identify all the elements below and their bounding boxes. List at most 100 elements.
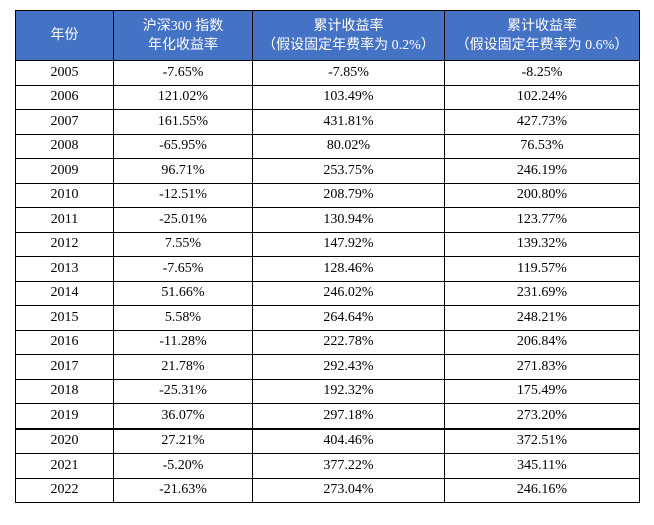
year-cell: 2006 [15, 84, 114, 110]
year-cell: 2014 [15, 280, 114, 306]
cumulative-return-0-2-cell: 253.75% [252, 158, 445, 184]
year-cell: 2015 [15, 305, 114, 331]
index-annual-return-cell: -21.63% [113, 477, 253, 503]
table-row: 2010 -12.51% 208.79% 200.80% [15, 182, 640, 208]
cumulative-return-0-6-cell: 246.16% [444, 477, 640, 503]
returns-table: 年份 沪深300 指数 年化收益率 累计收益率 （假设固定年费率为 0.2%） … [15, 10, 640, 503]
year-cell: 2005 [15, 60, 114, 86]
year-cell: 2013 [15, 256, 114, 282]
table-row: 2012 7.55% 147.92% 139.32% [15, 231, 640, 257]
cumulative-return-0-6-cell: 273.20% [444, 403, 640, 429]
index-annual-return-cell: 36.07% [113, 403, 253, 429]
year-cell: 2018 [15, 378, 114, 404]
index-annual-return-cell: -5.20% [113, 453, 253, 479]
year-cell: 2008 [15, 133, 114, 159]
cumulative-return-0-6-cell: 175.49% [444, 378, 640, 404]
cumulative-return-0-6-cell: 372.51% [444, 427, 640, 454]
cumulative-return-0-2-cell: 208.79% [252, 182, 445, 208]
index-annual-return-cell: -65.95% [113, 133, 253, 159]
header-cumulative-return-0-6-line2: （假设固定年费率为 0.6%） [455, 37, 629, 53]
cumulative-return-0-6-cell: 123.77% [444, 207, 640, 233]
index-annual-return-cell: -25.31% [113, 378, 253, 404]
header-index-annual-return-line1: 沪深300 指数 [142, 18, 224, 34]
year-cell: 2012 [15, 231, 114, 257]
header-cumulative-return-0-6-line1: 累计收益率 [507, 18, 577, 34]
cumulative-return-0-2-cell: 222.78% [252, 329, 445, 355]
year-cell: 2022 [15, 477, 114, 503]
header-cumulative-return-0-2: 累计收益率 （假设固定年费率为 0.2%） [252, 10, 445, 61]
table-row: 2014 51.66% 246.02% 231.69% [15, 280, 640, 306]
cumulative-return-0-2-cell: 292.43% [252, 354, 445, 380]
cumulative-return-0-2-cell: 377.22% [252, 453, 445, 479]
index-annual-return-cell: 121.02% [113, 84, 253, 110]
index-annual-return-cell: 161.55% [113, 109, 253, 135]
table-row: 2008 -65.95% 80.02% 76.53% [15, 133, 640, 159]
cumulative-return-0-6-cell: 246.19% [444, 158, 640, 184]
cumulative-return-0-2-cell: 103.49% [252, 84, 445, 110]
cumulative-return-0-2-cell: 192.32% [252, 378, 445, 404]
cumulative-return-0-2-cell: 404.46% [252, 427, 445, 454]
index-annual-return-cell: -11.28% [113, 329, 253, 355]
index-annual-return-cell: 96.71% [113, 158, 253, 184]
header-cumulative-return-0-2-line1: 累计收益率 [313, 18, 384, 34]
year-cell: 2021 [15, 453, 114, 479]
cumulative-return-0-6-cell: 231.69% [444, 280, 640, 306]
cumulative-return-0-6-cell: 76.53% [444, 133, 640, 159]
index-annual-return-cell: -7.65% [113, 60, 253, 86]
table-body: 2005 -7.65% -7.85% -8.25% 2006 121.02% 103.49%… [15, 60, 640, 503]
header-cumulative-return-0-2-line2: （假设固定年费率为 0.2%） [262, 37, 435, 53]
table-row: 2021 -5.20% 377.22% 345.11% [15, 453, 640, 479]
header-year-label: 年份 [50, 28, 79, 43]
year-cell: 2009 [15, 158, 114, 184]
year-cell: 2007 [15, 109, 114, 135]
header-index-annual-return-line2: 年化收益率 [148, 37, 218, 53]
cumulative-return-0-6-cell: 139.32% [444, 231, 640, 257]
cumulative-return-0-2-cell: 273.04% [252, 477, 445, 503]
table-row: 2015 5.58% 264.64% 248.21% [15, 305, 640, 331]
table-row: 2009 96.71% 253.75% 246.19% [15, 158, 640, 184]
year-cell: 2017 [15, 354, 114, 380]
cumulative-return-0-6-cell: -8.25% [444, 60, 640, 86]
table-row: 2011 -25.01% 130.94% 123.77% [15, 207, 640, 233]
cumulative-return-0-6-cell: 119.57% [444, 256, 640, 282]
table-header-row: 年份 沪深300 指数 年化收益率 累计收益率 （假设固定年费率为 0.2%） … [15, 10, 640, 61]
cumulative-return-0-6-cell: 200.80% [444, 182, 640, 208]
index-annual-return-cell: -25.01% [113, 207, 253, 233]
year-cell: 2019 [15, 403, 114, 429]
table-row: 2018 -25.31% 192.32% 175.49% [15, 378, 640, 404]
year-cell: 2020 [15, 427, 114, 454]
cumulative-return-0-2-cell: 147.92% [252, 231, 445, 257]
table-row: 2016 -11.28% 222.78% 206.84% [15, 329, 640, 355]
cumulative-return-0-6-cell: 427.73% [444, 109, 640, 135]
cumulative-return-0-6-cell: 102.24% [444, 84, 640, 110]
year-cell: 2011 [15, 207, 114, 233]
table-row: 2013 -7.65% 128.46% 119.57% [15, 256, 640, 282]
index-annual-return-cell: -12.51% [113, 182, 253, 208]
index-annual-return-cell: 7.55% [113, 231, 253, 257]
table-row: 2019 36.07% 297.18% 273.20% [15, 403, 640, 429]
cumulative-return-0-6-cell: 345.11% [444, 453, 640, 479]
header-year: 年份 [15, 10, 114, 61]
cumulative-return-0-6-cell: 206.84% [444, 329, 640, 355]
cumulative-return-0-2-cell: 128.46% [252, 256, 445, 282]
cumulative-return-0-2-cell: -7.85% [252, 60, 445, 86]
index-annual-return-cell: 5.58% [113, 305, 253, 331]
cumulative-return-0-2-cell: 246.02% [252, 280, 445, 306]
table-row: 2017 21.78% 292.43% 271.83% [15, 354, 640, 380]
table-row: 2006 121.02% 103.49% 102.24% [15, 84, 640, 110]
index-annual-return-cell: 27.21% [113, 427, 253, 454]
year-cell: 2016 [15, 329, 114, 355]
header-index-annual-return: 沪深300 指数 年化收益率 [113, 10, 253, 61]
table-row: 2020 27.21% 404.46% 372.51% [15, 427, 640, 454]
year-cell: 2010 [15, 182, 114, 208]
index-annual-return-cell: -7.65% [113, 256, 253, 282]
cumulative-return-0-6-cell: 271.83% [444, 354, 640, 380]
table-row: 2007 161.55% 431.81% 427.73% [15, 109, 640, 135]
cumulative-return-0-2-cell: 297.18% [252, 403, 445, 429]
header-cumulative-return-0-6: 累计收益率 （假设固定年费率为 0.6%） [444, 10, 640, 61]
cumulative-return-0-6-cell: 248.21% [444, 305, 640, 331]
cumulative-return-0-2-cell: 130.94% [252, 207, 445, 233]
index-annual-return-cell: 51.66% [113, 280, 253, 306]
cumulative-return-0-2-cell: 431.81% [252, 109, 445, 135]
cumulative-return-0-2-cell: 264.64% [252, 305, 445, 331]
